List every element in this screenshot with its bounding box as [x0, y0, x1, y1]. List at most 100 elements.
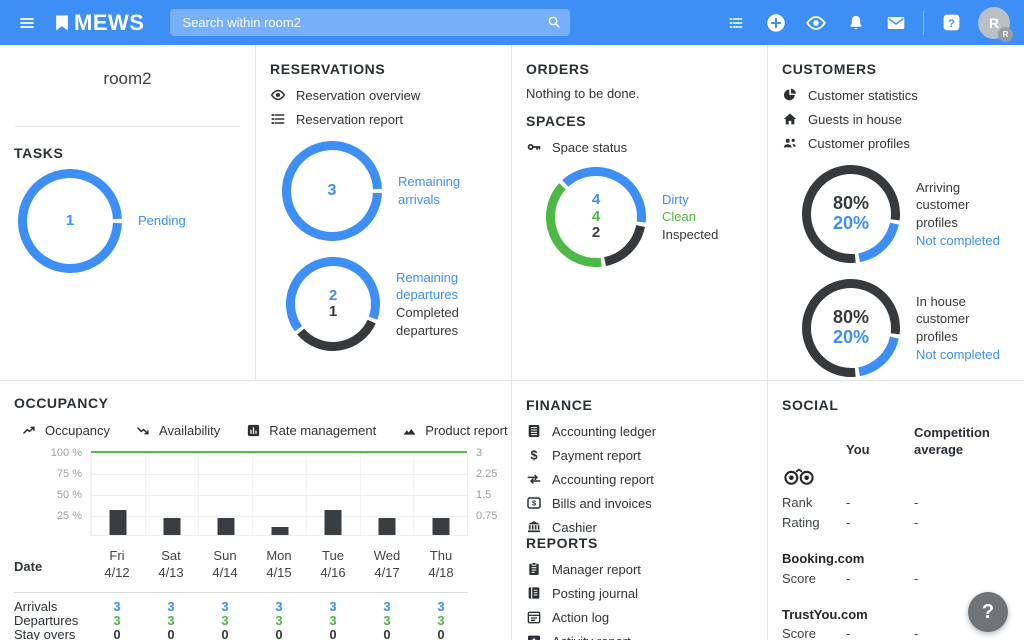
link-accounting-ledger[interactable]: Accounting ledger: [526, 423, 757, 439]
day-header: Sun 4/14: [212, 548, 238, 580]
link-label: Customer profiles: [808, 135, 910, 151]
inhouse-profiles-donut-row: 80% 20% In house customer profiles Not c…: [802, 279, 1014, 377]
orders-empty-text: Nothing to be done.: [526, 86, 640, 101]
tab-rate-management[interactable]: Rate management: [246, 423, 376, 438]
tasks-donut: 1: [18, 169, 122, 273]
trend-up-icon: [23, 426, 35, 434]
link-accounting-report[interactable]: Accounting report: [526, 471, 757, 487]
area-chart-icon: [403, 428, 416, 435]
legend-not-completed: Not completed: [916, 232, 1000, 248]
menu-icon[interactable]: [14, 10, 40, 36]
day-header: Thu 4/18: [428, 548, 454, 580]
bar-column: [359, 453, 414, 535]
journal-icon: [528, 587, 540, 599]
tab-occupancy[interactable]: Occupancy: [22, 423, 110, 438]
link-reservation-report[interactable]: Reservation report: [270, 111, 501, 127]
help-icon[interactable]: ?: [938, 10, 964, 36]
link-activity-report[interactable]: Activity report: [526, 633, 757, 640]
day-header: Mon 4/15: [266, 548, 292, 580]
numbered-list-icon[interactable]: [723, 10, 749, 36]
eye-icon: [270, 89, 286, 101]
mews-logo[interactable]: MEWS: [52, 10, 144, 36]
link-label: Cashier: [552, 519, 597, 535]
booking-brand: Booking.com: [782, 551, 865, 567]
link-label: Payment report: [552, 447, 641, 463]
dollar-icon: $: [530, 448, 537, 462]
swap-arrows-icon: [527, 474, 541, 484]
user-avatar[interactable]: R R: [978, 6, 1013, 42]
panel-finance-reports: FINANCE Accounting ledger $ Payment repo…: [512, 381, 768, 640]
help-fab-button[interactable]: ?: [968, 592, 1008, 632]
legend-not-completed: Not completed: [916, 346, 1000, 362]
avatar-badge: R: [998, 26, 1013, 42]
search-icon[interactable]: [546, 14, 562, 30]
bell-icon[interactable]: [843, 10, 869, 36]
left-axis: 100 % 75 % 50 % 25 %: [14, 447, 90, 536]
tab-product-report[interactable]: Product report: [402, 423, 508, 438]
bookmark-icon: [56, 15, 68, 30]
svg-text:$: $: [532, 499, 536, 508]
link-label: Manager report: [552, 561, 641, 577]
inspected-count: 2: [591, 224, 601, 242]
right-axis: 3 2.25 1.5 0.75: [468, 447, 511, 536]
link-space-status[interactable]: Space status: [526, 139, 757, 155]
eye-icon[interactable]: [803, 10, 829, 36]
rank-you: -: [846, 494, 851, 510]
availability-line: [91, 451, 467, 453]
search-input[interactable]: [170, 9, 571, 36]
legend-clean: Clean: [662, 209, 696, 225]
spaces-donut: 4 4 2: [546, 167, 646, 267]
link-action-log[interactable]: Action log: [526, 609, 757, 625]
dashboard-grid: room2 TASKS 1 Pending RESERVATIONS Reser…: [0, 45, 1024, 640]
panel-property-tasks: room2 TASKS 1 Pending: [0, 45, 256, 381]
arrivals-donut-row: 3 Remaining arrivals: [282, 141, 501, 241]
axis-tick: 100 %: [50, 447, 82, 459]
occupancy-plot: [90, 451, 468, 536]
arriving-profiles-donut: 80% 20%: [802, 165, 900, 263]
mail-icon[interactable]: [883, 10, 909, 36]
tab-label: Rate management: [269, 423, 377, 438]
col-you: You: [846, 441, 870, 457]
day-header: Fri 4/12: [104, 548, 130, 580]
departures-legend: Remaining departures Completed departure…: [396, 269, 498, 339]
clean-count: 4: [591, 207, 601, 225]
clipboard-icon: [529, 562, 539, 575]
link-guests-in-house[interactable]: Guests in house: [782, 111, 1014, 127]
arriving-profiles-legend: Arriving customer profiles Not completed: [916, 179, 1014, 249]
link-label: Accounting ledger: [552, 423, 657, 439]
help-fab-glyph: ?: [981, 600, 995, 623]
rating-you: -: [846, 514, 851, 530]
link-label: Reservation overview: [296, 87, 421, 103]
social-table: You Competition average Rank - - Rating …: [782, 425, 1014, 640]
arriving-pct-blue: 20%: [832, 213, 870, 233]
axis-tick: 3: [476, 447, 483, 459]
plus-circle-icon[interactable]: [763, 10, 789, 36]
svg-text:?: ?: [948, 18, 955, 30]
link-cashier[interactable]: Cashier: [526, 519, 757, 535]
star-box-icon: [528, 635, 540, 640]
link-label: Customer statistics: [808, 87, 918, 103]
trustyou-score-label: Score: [782, 626, 816, 640]
svg-text:$: $: [530, 448, 537, 462]
bar-column: [252, 453, 306, 535]
link-bills-invoices[interactable]: $ Bills and invoices: [526, 495, 757, 511]
panel-orders-spaces: ORDERS Nothing to be done. SPACES Space …: [512, 45, 768, 381]
trustyou-score-comp: -: [914, 626, 919, 640]
bar-chart-icon: [248, 424, 260, 437]
arriving-profiles-donut-row: 80% 20% Arriving customer profiles Not c…: [802, 165, 1014, 263]
link-customer-statistics[interactable]: Customer statistics: [782, 87, 1014, 103]
link-customer-profiles[interactable]: Customer profiles: [782, 135, 1014, 151]
link-label: Activity report: [552, 634, 631, 640]
legend-inhouse-profiles: In house customer profiles: [916, 293, 970, 344]
customers-header: CUSTOMERS: [782, 61, 877, 77]
topbar: MEWS ?: [0, 0, 1024, 45]
link-label: Space status: [552, 139, 628, 155]
inhouse-profiles-donut: 80% 20%: [802, 279, 900, 377]
link-reservation-overview[interactable]: Reservation overview: [270, 87, 501, 103]
link-label: Guests in house: [808, 111, 902, 127]
link-manager-report[interactable]: Manager report: [526, 561, 757, 577]
panel-reservations: RESERVATIONS Reservation overview Reserv…: [256, 45, 512, 381]
tab-availability[interactable]: Availability: [136, 423, 220, 438]
link-payment-report[interactable]: $ Payment report: [526, 447, 757, 463]
link-posting-journal[interactable]: Posting journal: [526, 585, 757, 601]
